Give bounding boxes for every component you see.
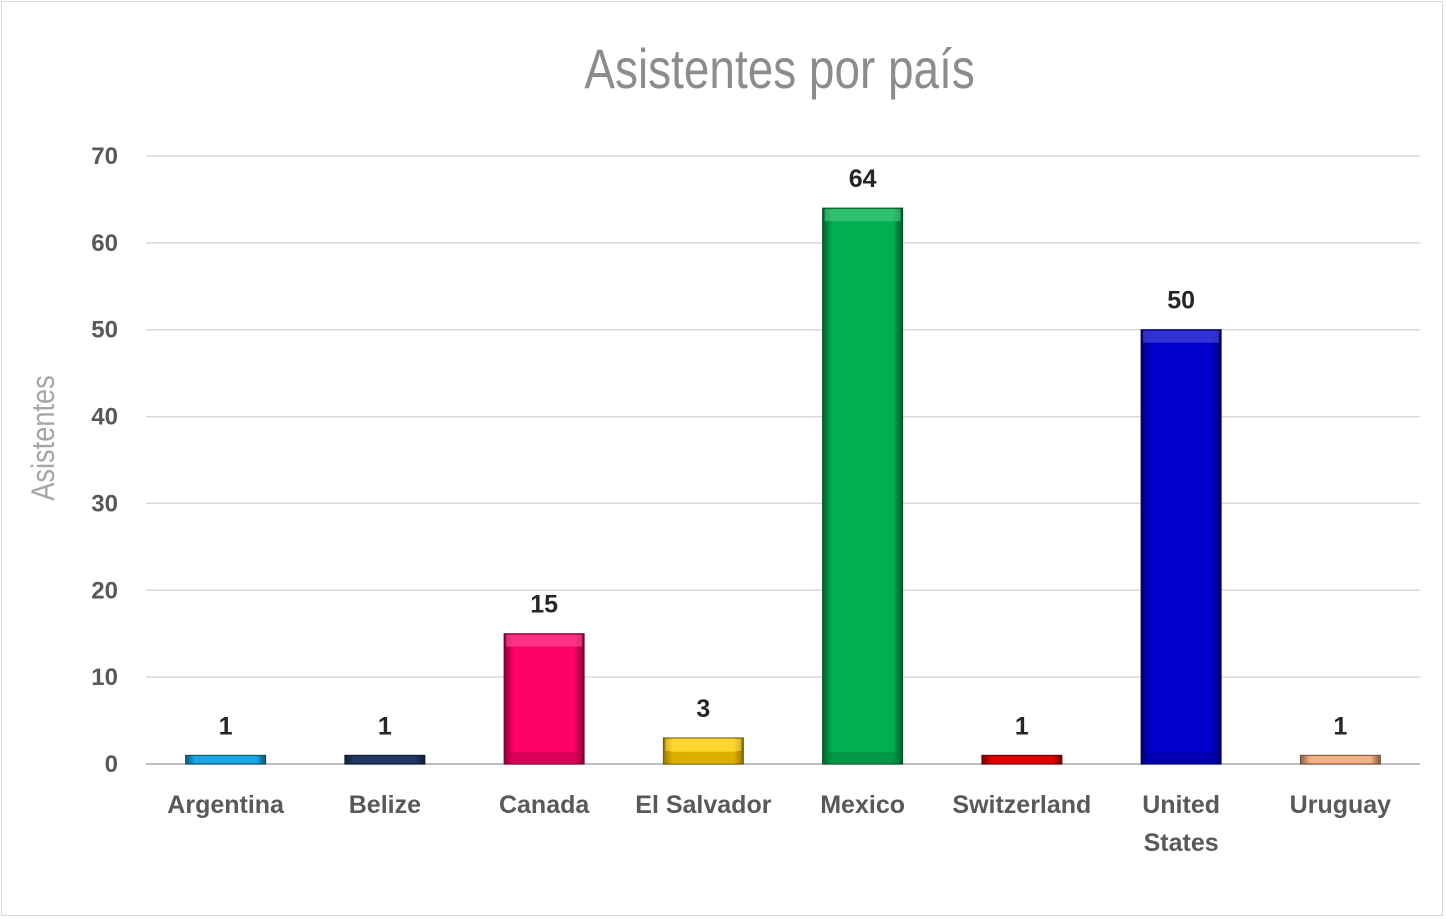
bar — [1299, 754, 1381, 765]
y-tick-label: 60 — [91, 230, 118, 257]
y-tick-label: 70 — [91, 143, 118, 170]
bar — [185, 754, 267, 765]
data-label: 1 — [1015, 712, 1029, 740]
x-tick-label: El Salvador — [635, 791, 771, 819]
bar-highlight — [824, 209, 901, 222]
bar-highlight — [665, 738, 742, 751]
y-tick-label: 0 — [105, 751, 118, 778]
x-tick-label: Belize — [349, 791, 421, 819]
y-axis-label: Asistentes — [26, 375, 62, 500]
data-label: 50 — [1167, 287, 1195, 315]
y-tick-label: 30 — [91, 490, 118, 517]
data-label: 15 — [530, 591, 558, 619]
bar-shadow — [824, 752, 901, 763]
bar — [822, 207, 904, 765]
bars — [185, 207, 1381, 765]
bar-shadow — [1143, 752, 1220, 763]
x-tick-label: Switzerland — [952, 791, 1091, 819]
bar — [981, 754, 1063, 765]
x-tick-label: United States — [1142, 791, 1220, 857]
bar — [1140, 329, 1222, 765]
bar-highlight — [1143, 330, 1220, 343]
bar — [344, 754, 426, 765]
bar-highlight — [506, 634, 583, 647]
y-tick-label: 20 — [91, 577, 118, 604]
data-label: 64 — [849, 165, 877, 193]
chart-title: Asistentes por país — [584, 38, 974, 100]
bar-shadow — [506, 752, 583, 763]
data-label: 1 — [1333, 712, 1347, 740]
data-label: 1 — [219, 712, 233, 740]
x-tick-label: Canada — [499, 791, 590, 819]
x-tick-label: Mexico — [820, 791, 905, 819]
bar-shadow — [665, 752, 742, 763]
y-tick-label: 40 — [91, 404, 118, 431]
data-labels: 1 Argentina 1 Belize 15 Canada 3 El Salvador 64 M… — [167, 165, 1391, 857]
x-tick-label: Uruguay — [1290, 791, 1392, 819]
y-tick-label: 10 — [91, 664, 118, 691]
data-label: 1 — [378, 712, 392, 740]
data-label: 3 — [696, 695, 710, 723]
x-tick-label: Argentina — [167, 791, 285, 819]
y-tick-label: 50 — [91, 317, 118, 344]
bar — [503, 633, 585, 765]
